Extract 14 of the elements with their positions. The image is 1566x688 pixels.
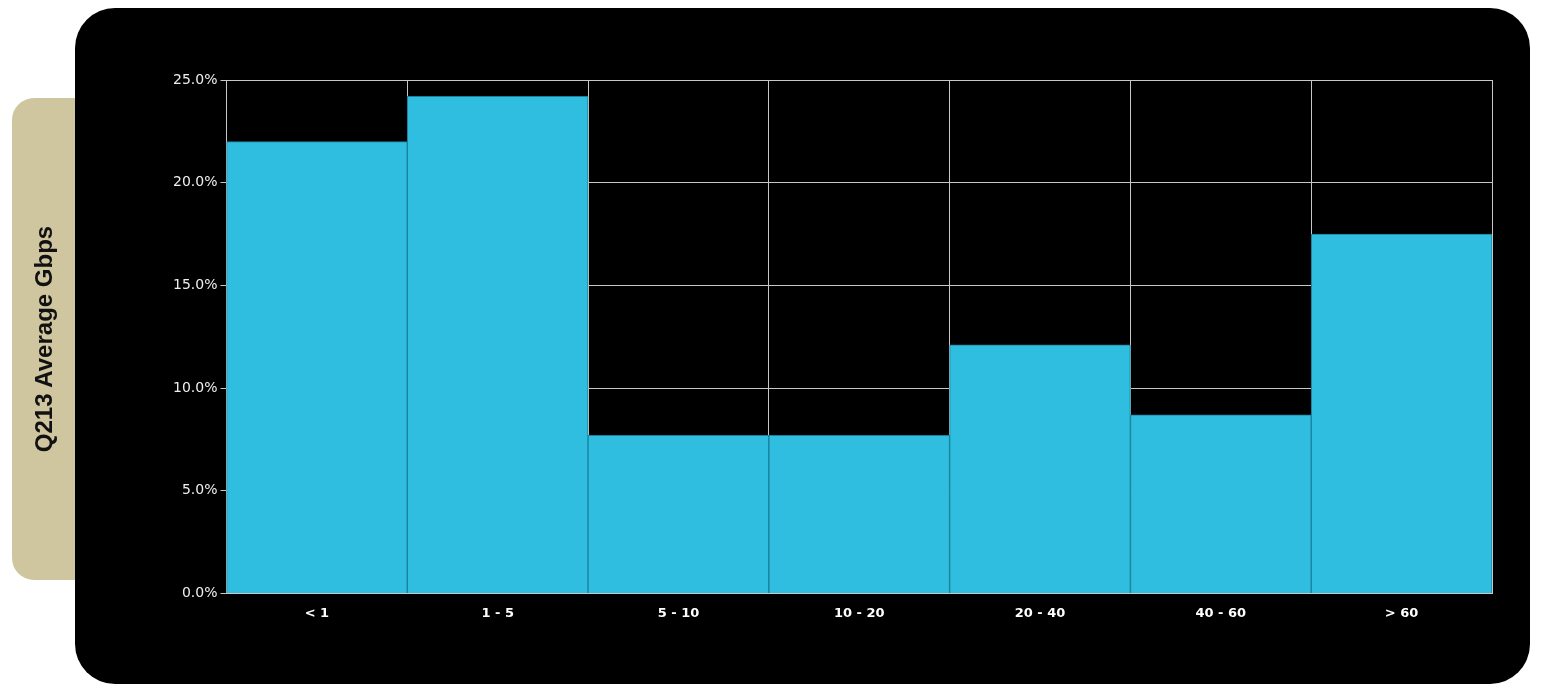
y-tick-label: 10.0% (172, 378, 218, 395)
y-tick-label: 15.0% (172, 276, 218, 292)
x-tick-label: 5 - 10 (657, 604, 700, 620)
y-tick-label: 5.0% (181, 481, 218, 498)
y-tick-label: 25.0% (172, 70, 218, 87)
y-tick-label: 0.0% (181, 584, 218, 601)
x-tick-label: 40 - 60 (1195, 604, 1247, 620)
y-tick-label: 20.0% (172, 173, 218, 190)
y-axis-title: Q213 Average Gbps (30, 225, 58, 453)
x-tick-label: 20 - 40 (1014, 604, 1066, 620)
x-tick-label: 10 - 20 (833, 604, 885, 620)
x-tick-label: < 1 (304, 604, 330, 620)
x-tick-label: 1 - 5 (481, 604, 514, 620)
x-tick-label: > 60 (1384, 604, 1419, 620)
